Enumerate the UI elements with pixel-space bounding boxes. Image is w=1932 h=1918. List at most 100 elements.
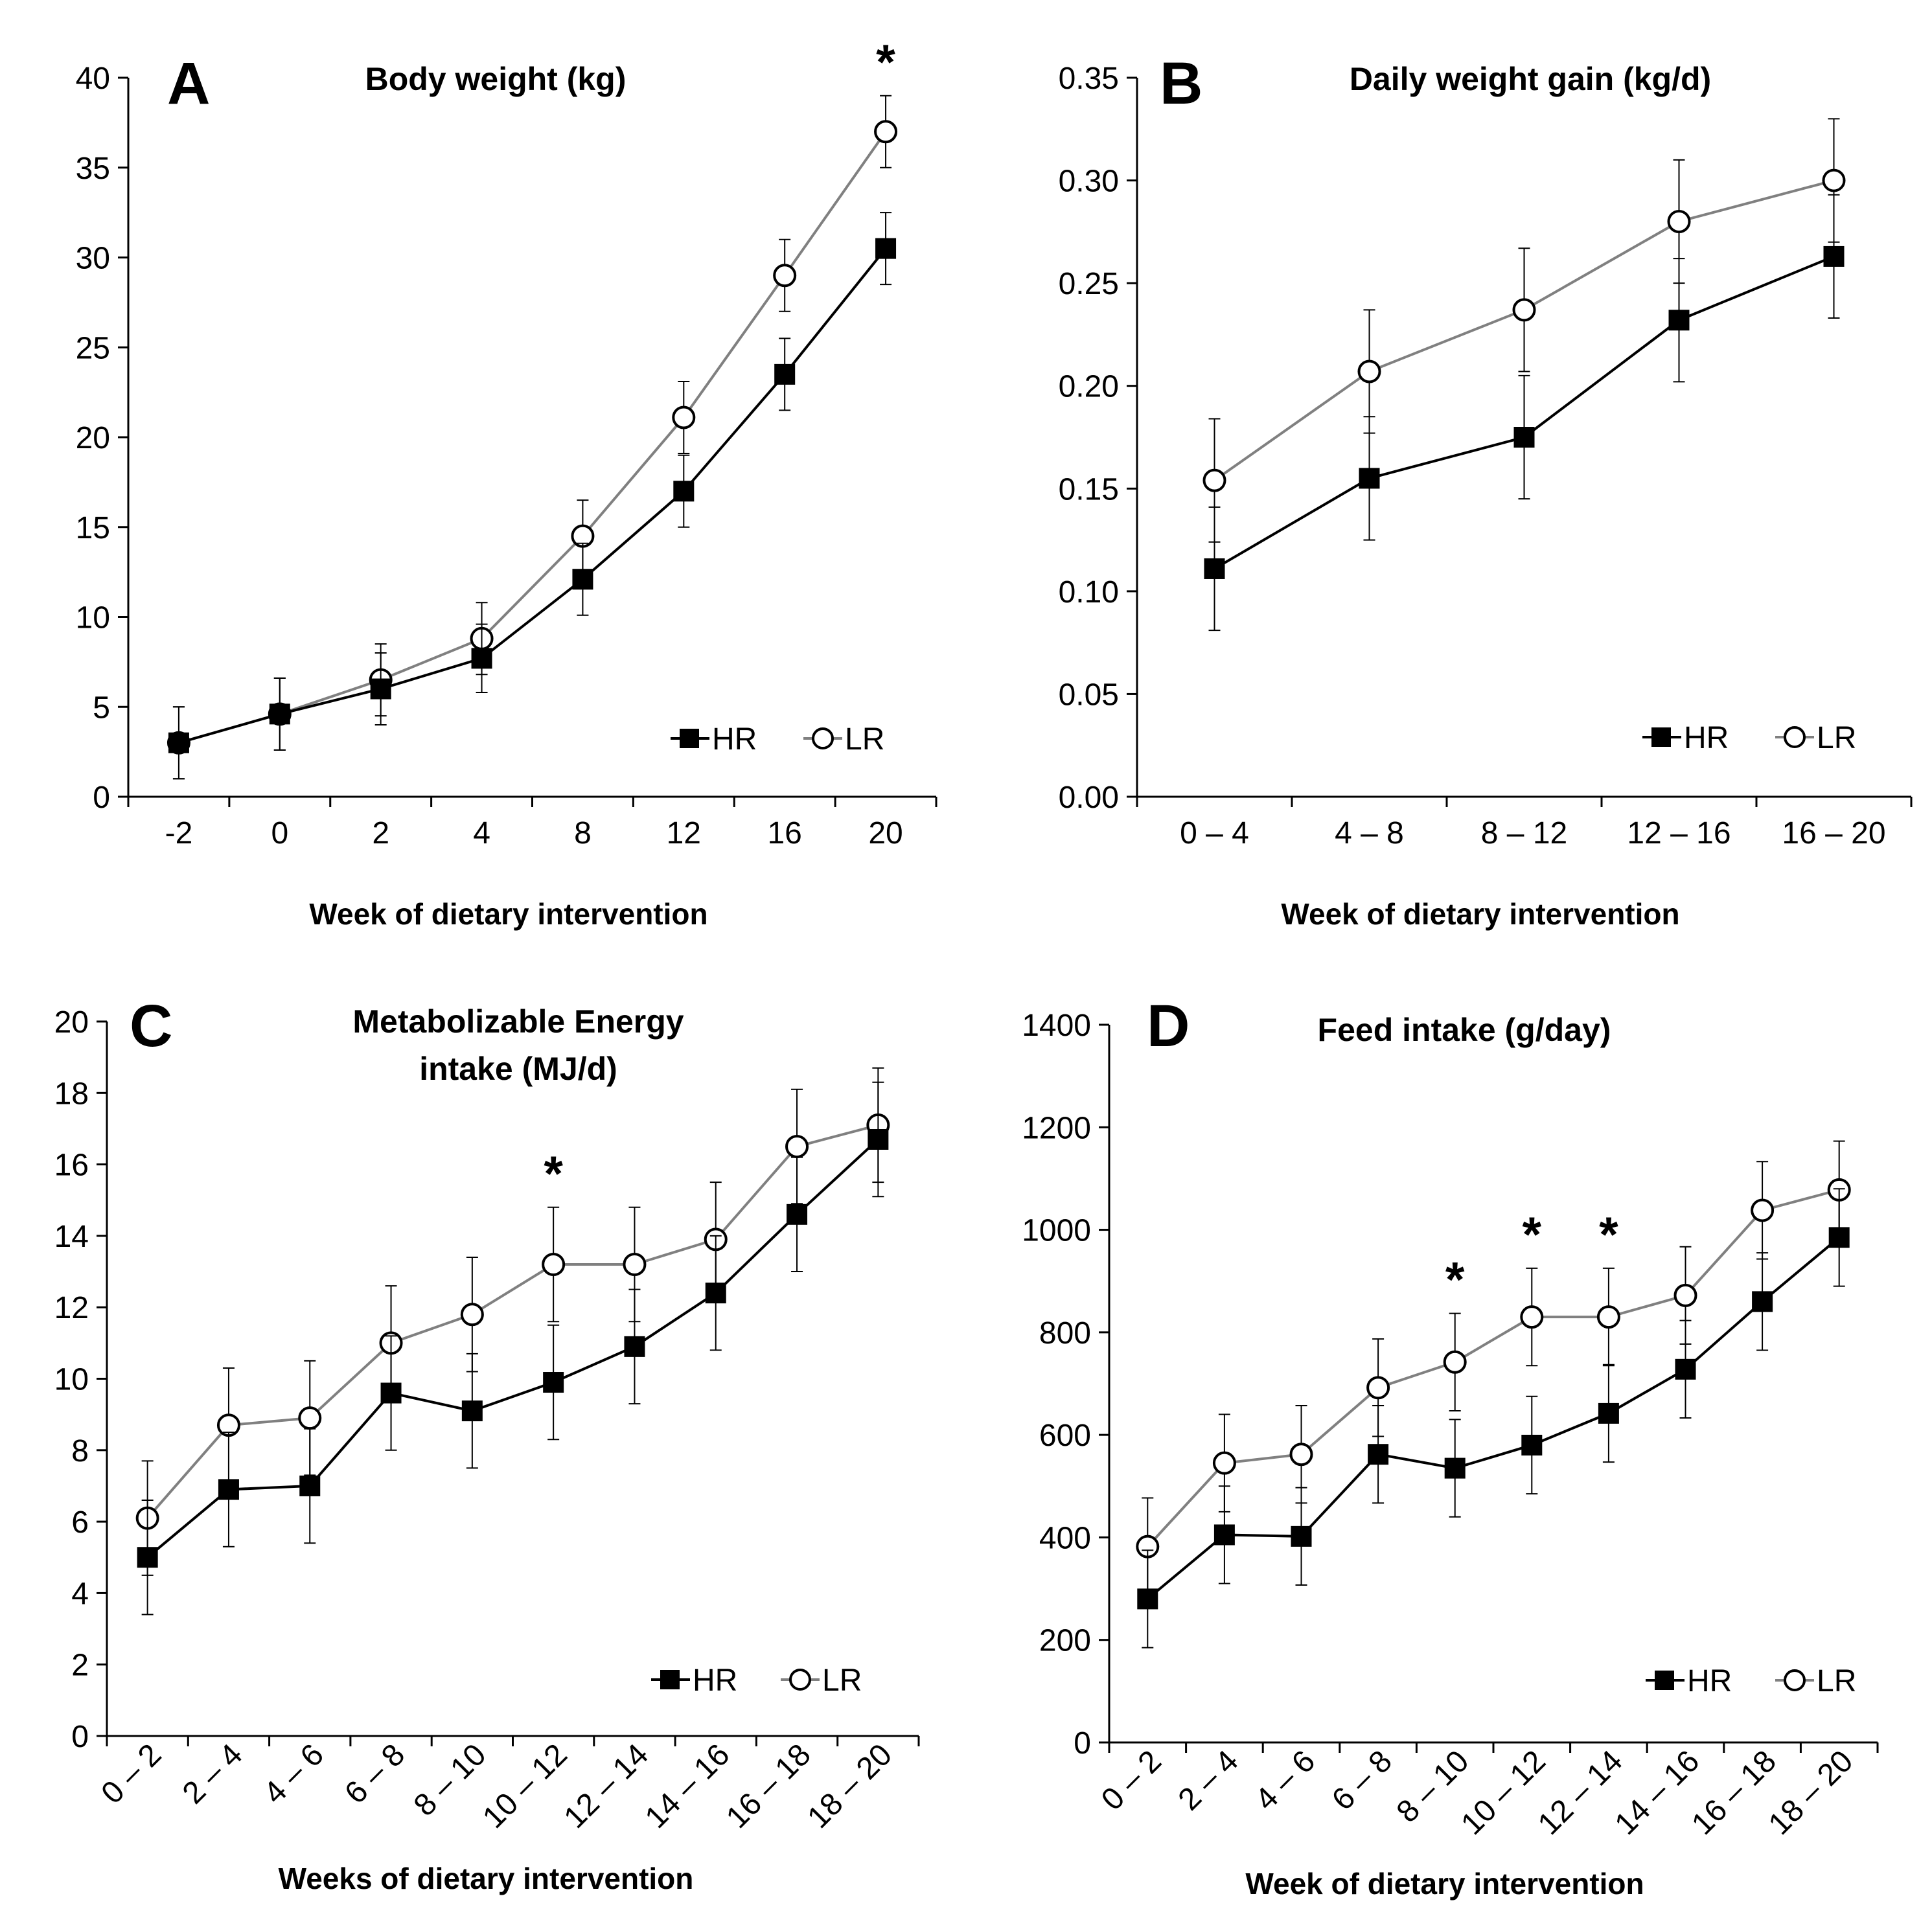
y-tick-label: 8 bbox=[71, 1434, 89, 1468]
data-point-lr bbox=[1667, 210, 1691, 233]
significance-star: * bbox=[1523, 1207, 1542, 1262]
chart-panel-b: 0.00 0.05 0.10 0.15 0.20 0.25 0.30 0.35 0 – 4 4 –… bbox=[1059, 51, 1913, 931]
series-line bbox=[178, 247, 887, 744]
y-tick-label: 4 bbox=[71, 1577, 89, 1611]
legend: HR LR bbox=[651, 1663, 862, 1698]
data-point-hr bbox=[1444, 1457, 1466, 1479]
significance-star: * bbox=[1445, 1253, 1465, 1308]
data-point-hr bbox=[1675, 1358, 1696, 1380]
x-tick-label: 4 – 8 bbox=[1335, 816, 1404, 851]
y-tick-label: 6 bbox=[71, 1505, 89, 1540]
y-tick-label: 400 bbox=[1039, 1521, 1091, 1555]
legend-label-hr: HR bbox=[1684, 721, 1729, 755]
x-tick-label: 4 – 6 bbox=[257, 1737, 330, 1810]
legend-marker-hr bbox=[660, 1670, 680, 1689]
x-tick-label: 2 bbox=[372, 816, 389, 851]
y-tick-label: 1400 bbox=[1022, 1009, 1091, 1043]
series-line bbox=[1147, 1236, 1840, 1600]
chart-title: Metabolizable Energy bbox=[352, 1003, 684, 1040]
data-point-lr bbox=[623, 1253, 647, 1277]
y-tick-label: 0.30 bbox=[1059, 165, 1119, 199]
x-tick-label: 16 – 18 bbox=[1685, 1744, 1783, 1842]
x-axis-label: Weeks of dietary intervention bbox=[279, 1862, 694, 1895]
legend: HR LR bbox=[671, 722, 884, 757]
legend-label-lr: LR bbox=[822, 1663, 862, 1698]
x-tick-label: 0 – 4 bbox=[1180, 816, 1249, 851]
data-point-hr bbox=[1828, 1227, 1850, 1248]
legend-label-lr: LR bbox=[845, 722, 884, 757]
x-tick-label: 8 bbox=[574, 816, 592, 851]
y-tick-label: 0 bbox=[93, 781, 110, 815]
y-tick-label: 15 bbox=[76, 511, 110, 545]
data-point-lr bbox=[1289, 1443, 1313, 1467]
data-point-hr bbox=[1137, 1588, 1158, 1610]
y-tick-label: 20 bbox=[76, 421, 110, 455]
series-hr bbox=[137, 1081, 889, 1615]
data-point-hr bbox=[137, 1547, 158, 1568]
x-tick-label: 12 – 14 bbox=[1532, 1744, 1629, 1842]
data-point-hr bbox=[624, 1336, 645, 1357]
y-tick-label: 200 bbox=[1039, 1624, 1091, 1658]
y-tick-label: 1200 bbox=[1022, 1111, 1091, 1145]
data-point-hr bbox=[1291, 1525, 1312, 1547]
x-tick-label: 4 bbox=[473, 816, 490, 851]
y-tick-label: 12 bbox=[54, 1291, 89, 1325]
series-lr bbox=[1136, 1140, 1851, 1596]
data-point-hr bbox=[774, 363, 796, 385]
data-point-lr bbox=[1366, 1376, 1390, 1400]
x-tick-label: 12 bbox=[667, 816, 701, 851]
panel-letter: A bbox=[167, 51, 210, 117]
data-point-lr bbox=[298, 1406, 322, 1430]
y-tick-label: 1000 bbox=[1022, 1214, 1091, 1248]
data-point-hr bbox=[543, 1372, 564, 1393]
data-point-hr bbox=[875, 238, 897, 259]
y-tick-label: 0.10 bbox=[1059, 575, 1119, 610]
y-tick-label: 25 bbox=[76, 331, 110, 365]
x-tick-label: 16 bbox=[767, 816, 801, 851]
y-tick-label: 0.15 bbox=[1059, 472, 1119, 507]
significance-star: * bbox=[876, 35, 895, 90]
data-point-hr bbox=[673, 481, 695, 502]
data-point-lr bbox=[1751, 1198, 1775, 1222]
data-point-lr bbox=[874, 120, 898, 144]
x-tick-label: 10 – 12 bbox=[1455, 1744, 1552, 1842]
y-tick-label: 0 bbox=[1074, 1726, 1091, 1761]
data-point-hr bbox=[1368, 1444, 1389, 1465]
y-tick-label: 18 bbox=[54, 1077, 89, 1111]
x-tick-label: -2 bbox=[165, 816, 193, 851]
y-tick-label: 30 bbox=[76, 242, 110, 276]
panel-letter: C bbox=[130, 993, 172, 1059]
x-axis-label: Week of dietary intervention bbox=[309, 897, 707, 931]
y-tick-label: 0.20 bbox=[1059, 370, 1119, 404]
series-line bbox=[178, 131, 887, 744]
x-tick-label: 14 – 16 bbox=[639, 1737, 737, 1835]
x-tick-label: 0 – 2 bbox=[1095, 1744, 1168, 1817]
series-hr bbox=[1204, 194, 1845, 632]
legend-label-lr: LR bbox=[1817, 721, 1856, 755]
chart-title: Daily weight gain (kg/d) bbox=[1350, 61, 1711, 97]
data-point-hr bbox=[471, 648, 492, 669]
x-tick-label: 6 – 8 bbox=[1326, 1744, 1399, 1817]
legend-marker-lr bbox=[1784, 726, 1806, 748]
legend-label-hr: HR bbox=[693, 1663, 737, 1698]
x-tick-label: 2 – 4 bbox=[1172, 1744, 1245, 1817]
x-tick-label: 16 – 18 bbox=[720, 1737, 818, 1835]
legend-marker-lr bbox=[812, 727, 834, 749]
data-point-hr bbox=[380, 1382, 402, 1404]
data-point-hr bbox=[299, 1475, 321, 1496]
series-hr bbox=[1137, 1188, 1850, 1649]
data-point-lr bbox=[1596, 1305, 1620, 1329]
data-point-hr bbox=[572, 569, 593, 590]
x-tick-label: 18 – 20 bbox=[1762, 1744, 1860, 1842]
x-tick-label: 0 bbox=[271, 816, 288, 851]
data-point-hr bbox=[1823, 245, 1845, 267]
series-line bbox=[1146, 1188, 1840, 1548]
x-tick-label: 8 – 12 bbox=[1481, 816, 1567, 851]
data-point-hr bbox=[218, 1479, 239, 1500]
legend-marker-hr bbox=[680, 729, 699, 748]
legend-marker-hr bbox=[1655, 1671, 1674, 1690]
y-tick-label: 0.25 bbox=[1059, 267, 1119, 301]
